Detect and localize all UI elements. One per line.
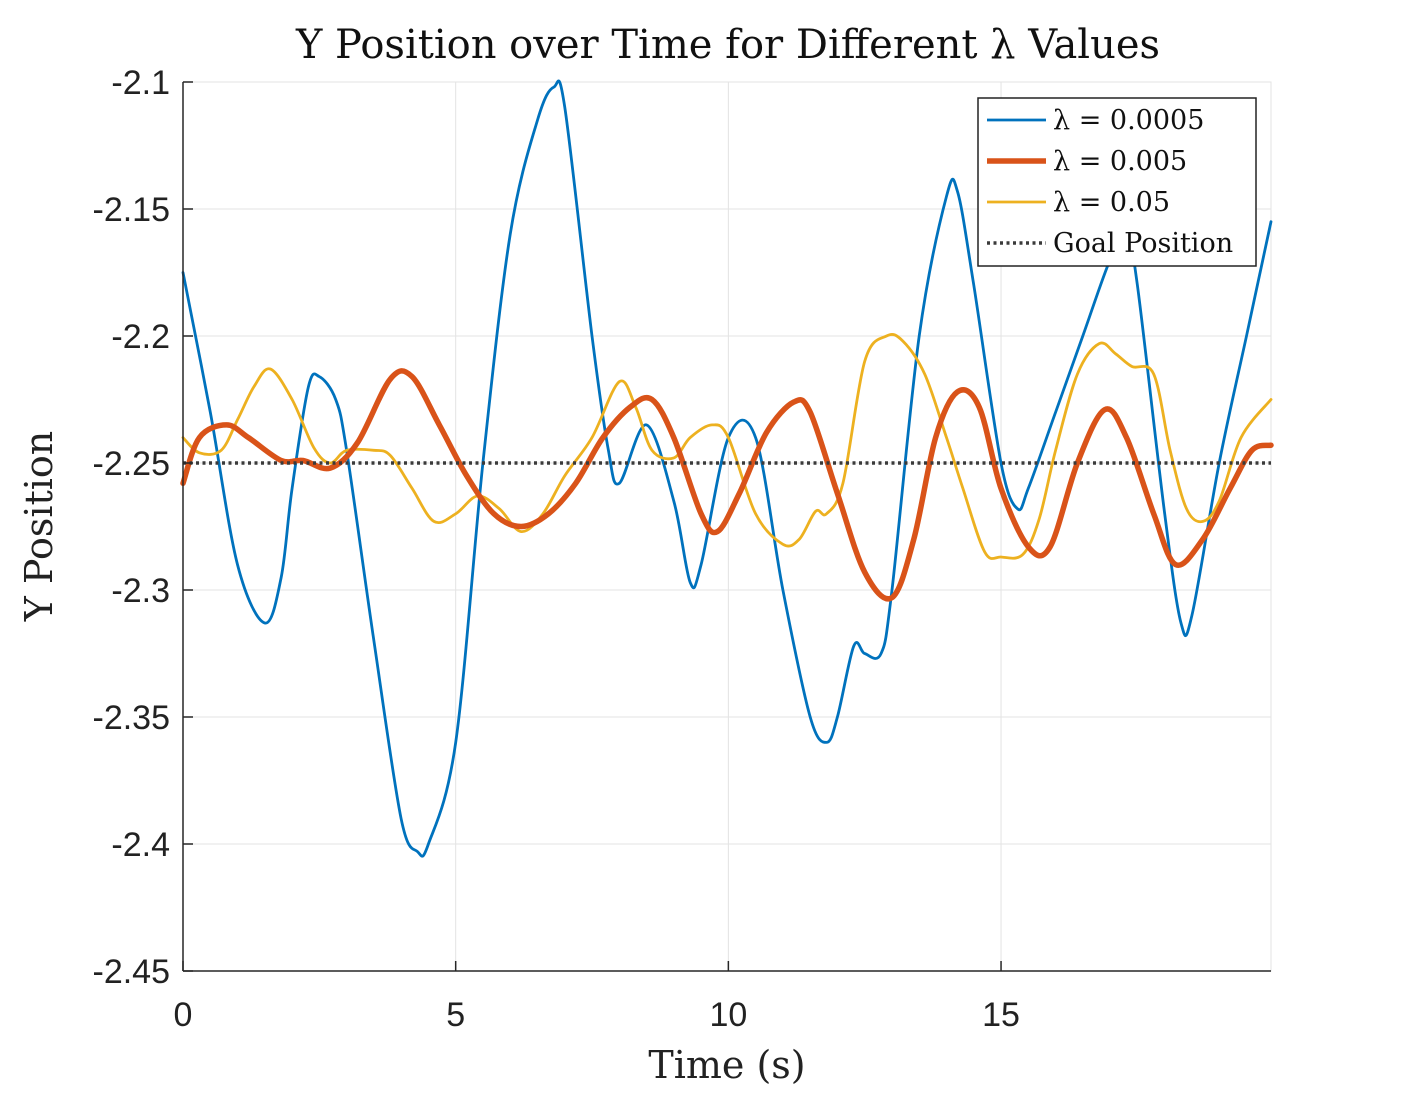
y-ticks: -2.1 -2.15 -2.2 -2.25 -2.3 -2.35 -2.4 -2.45: [93, 64, 193, 991]
x-tick-label: 10: [709, 996, 747, 1034]
y-tick-label: -2.1: [111, 64, 170, 102]
series-line-0: [181, 79, 1273, 858]
chart-title: Y Position over Time for Different λ Val…: [295, 22, 1160, 68]
y-axis-label: Y Position: [17, 431, 61, 623]
x-tick-label: 0: [174, 996, 193, 1034]
legend-label-0: λ = 0.0005: [1053, 105, 1204, 136]
x-tick-label: 5: [446, 996, 465, 1034]
legend-label-2: λ = 0.05: [1053, 187, 1170, 218]
y-tick-label: -2.2: [111, 318, 170, 356]
series-line-1: [180, 368, 1274, 602]
legend-label-1: λ = 0.005: [1053, 146, 1187, 177]
y-tick-label: -2.4: [111, 826, 170, 864]
x-tick-label: 15: [982, 996, 1020, 1034]
y-tick-label: -2.35: [93, 699, 171, 737]
y-tick-label: -2.25: [93, 445, 171, 483]
legend-box: [977, 97, 1257, 267]
y-tick-label: -2.3: [111, 572, 170, 610]
plot-series: [180, 79, 1274, 858]
x-ticks: 0 5 10 15: [174, 961, 1020, 1034]
legend: λ = 0.0005 λ = 0.005 λ = 0.05 Goal Position: [977, 97, 1257, 267]
y-tick-label: -2.15: [93, 191, 171, 229]
y-tick-label: -2.45: [93, 953, 171, 991]
legend-label-3: Goal Position: [1053, 228, 1233, 259]
x-axis-label: Time (s): [648, 1043, 805, 1087]
